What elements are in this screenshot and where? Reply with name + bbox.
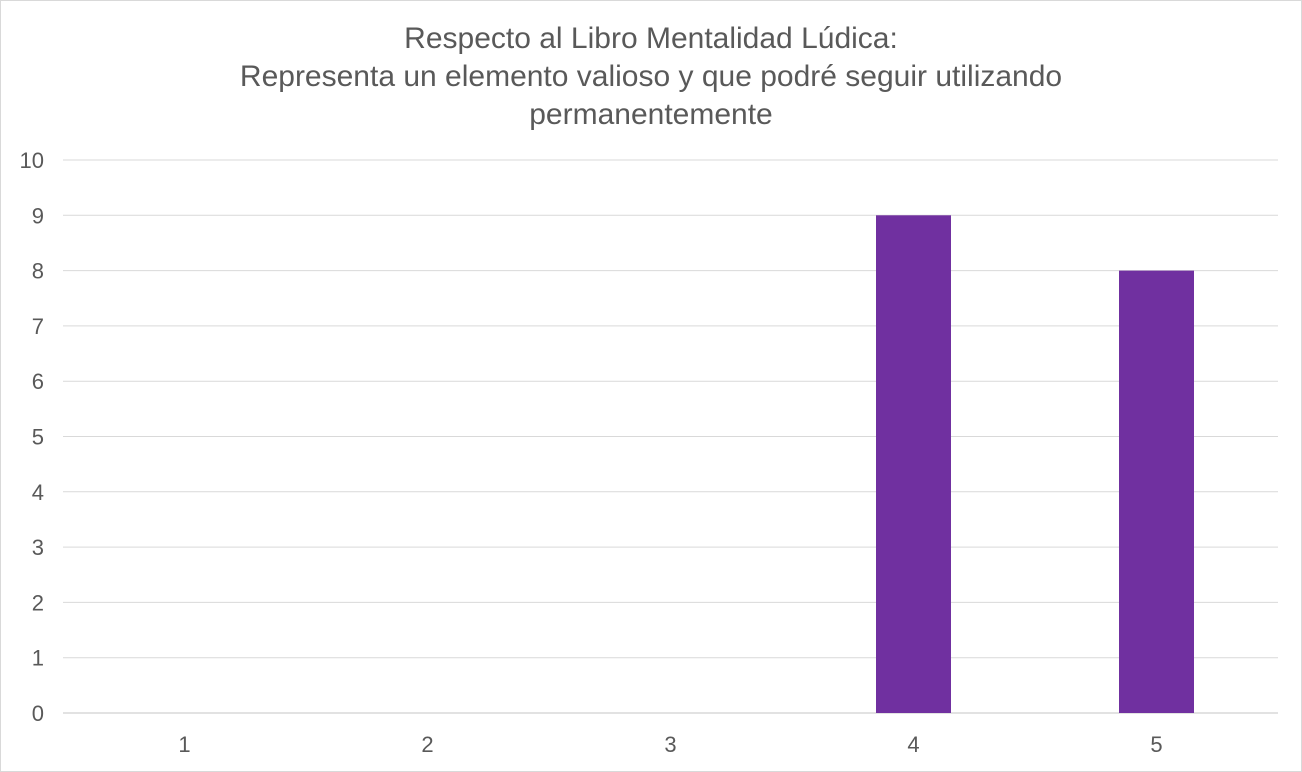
chart-title-line-3: permanentemente — [529, 98, 773, 131]
x-tick-label: 1 — [178, 732, 190, 757]
chart-title-line-1: Respecto al Libro Mentalidad Lúdica: — [404, 22, 898, 55]
y-tick-label: 4 — [32, 480, 44, 505]
y-tick-label: 6 — [32, 369, 44, 394]
y-tick-label: 3 — [32, 535, 44, 560]
bars — [876, 215, 1194, 714]
x-axis-tick-labels: 1 2 3 4 5 — [178, 732, 1162, 757]
chart-title-line-2: Representa un elemento valioso y que pod… — [239, 60, 1063, 93]
x-tick-label: 4 — [907, 732, 919, 757]
y-axis-tick-labels: 0 1 2 3 4 5 6 7 8 9 10 — [20, 148, 44, 726]
bar-5 — [1119, 270, 1194, 713]
x-tick-label: 3 — [664, 732, 676, 757]
y-tick-label: 0 — [32, 701, 44, 726]
y-tick-label: 7 — [32, 314, 44, 339]
x-tick-label: 2 — [421, 732, 433, 757]
bar-4 — [876, 215, 951, 714]
y-tick-label: 1 — [32, 646, 44, 671]
chart-title: Respecto al Libro Mentalidad Lúdica: Rep… — [0, 20, 1302, 134]
y-tick-label: 9 — [32, 203, 44, 228]
x-tick-label: 5 — [1150, 732, 1162, 757]
y-tick-label: 2 — [32, 590, 44, 615]
y-tick-label: 8 — [32, 259, 44, 284]
y-tick-label: 10 — [20, 148, 44, 173]
gridlines — [63, 159, 1278, 714]
y-tick-label: 5 — [32, 425, 44, 450]
